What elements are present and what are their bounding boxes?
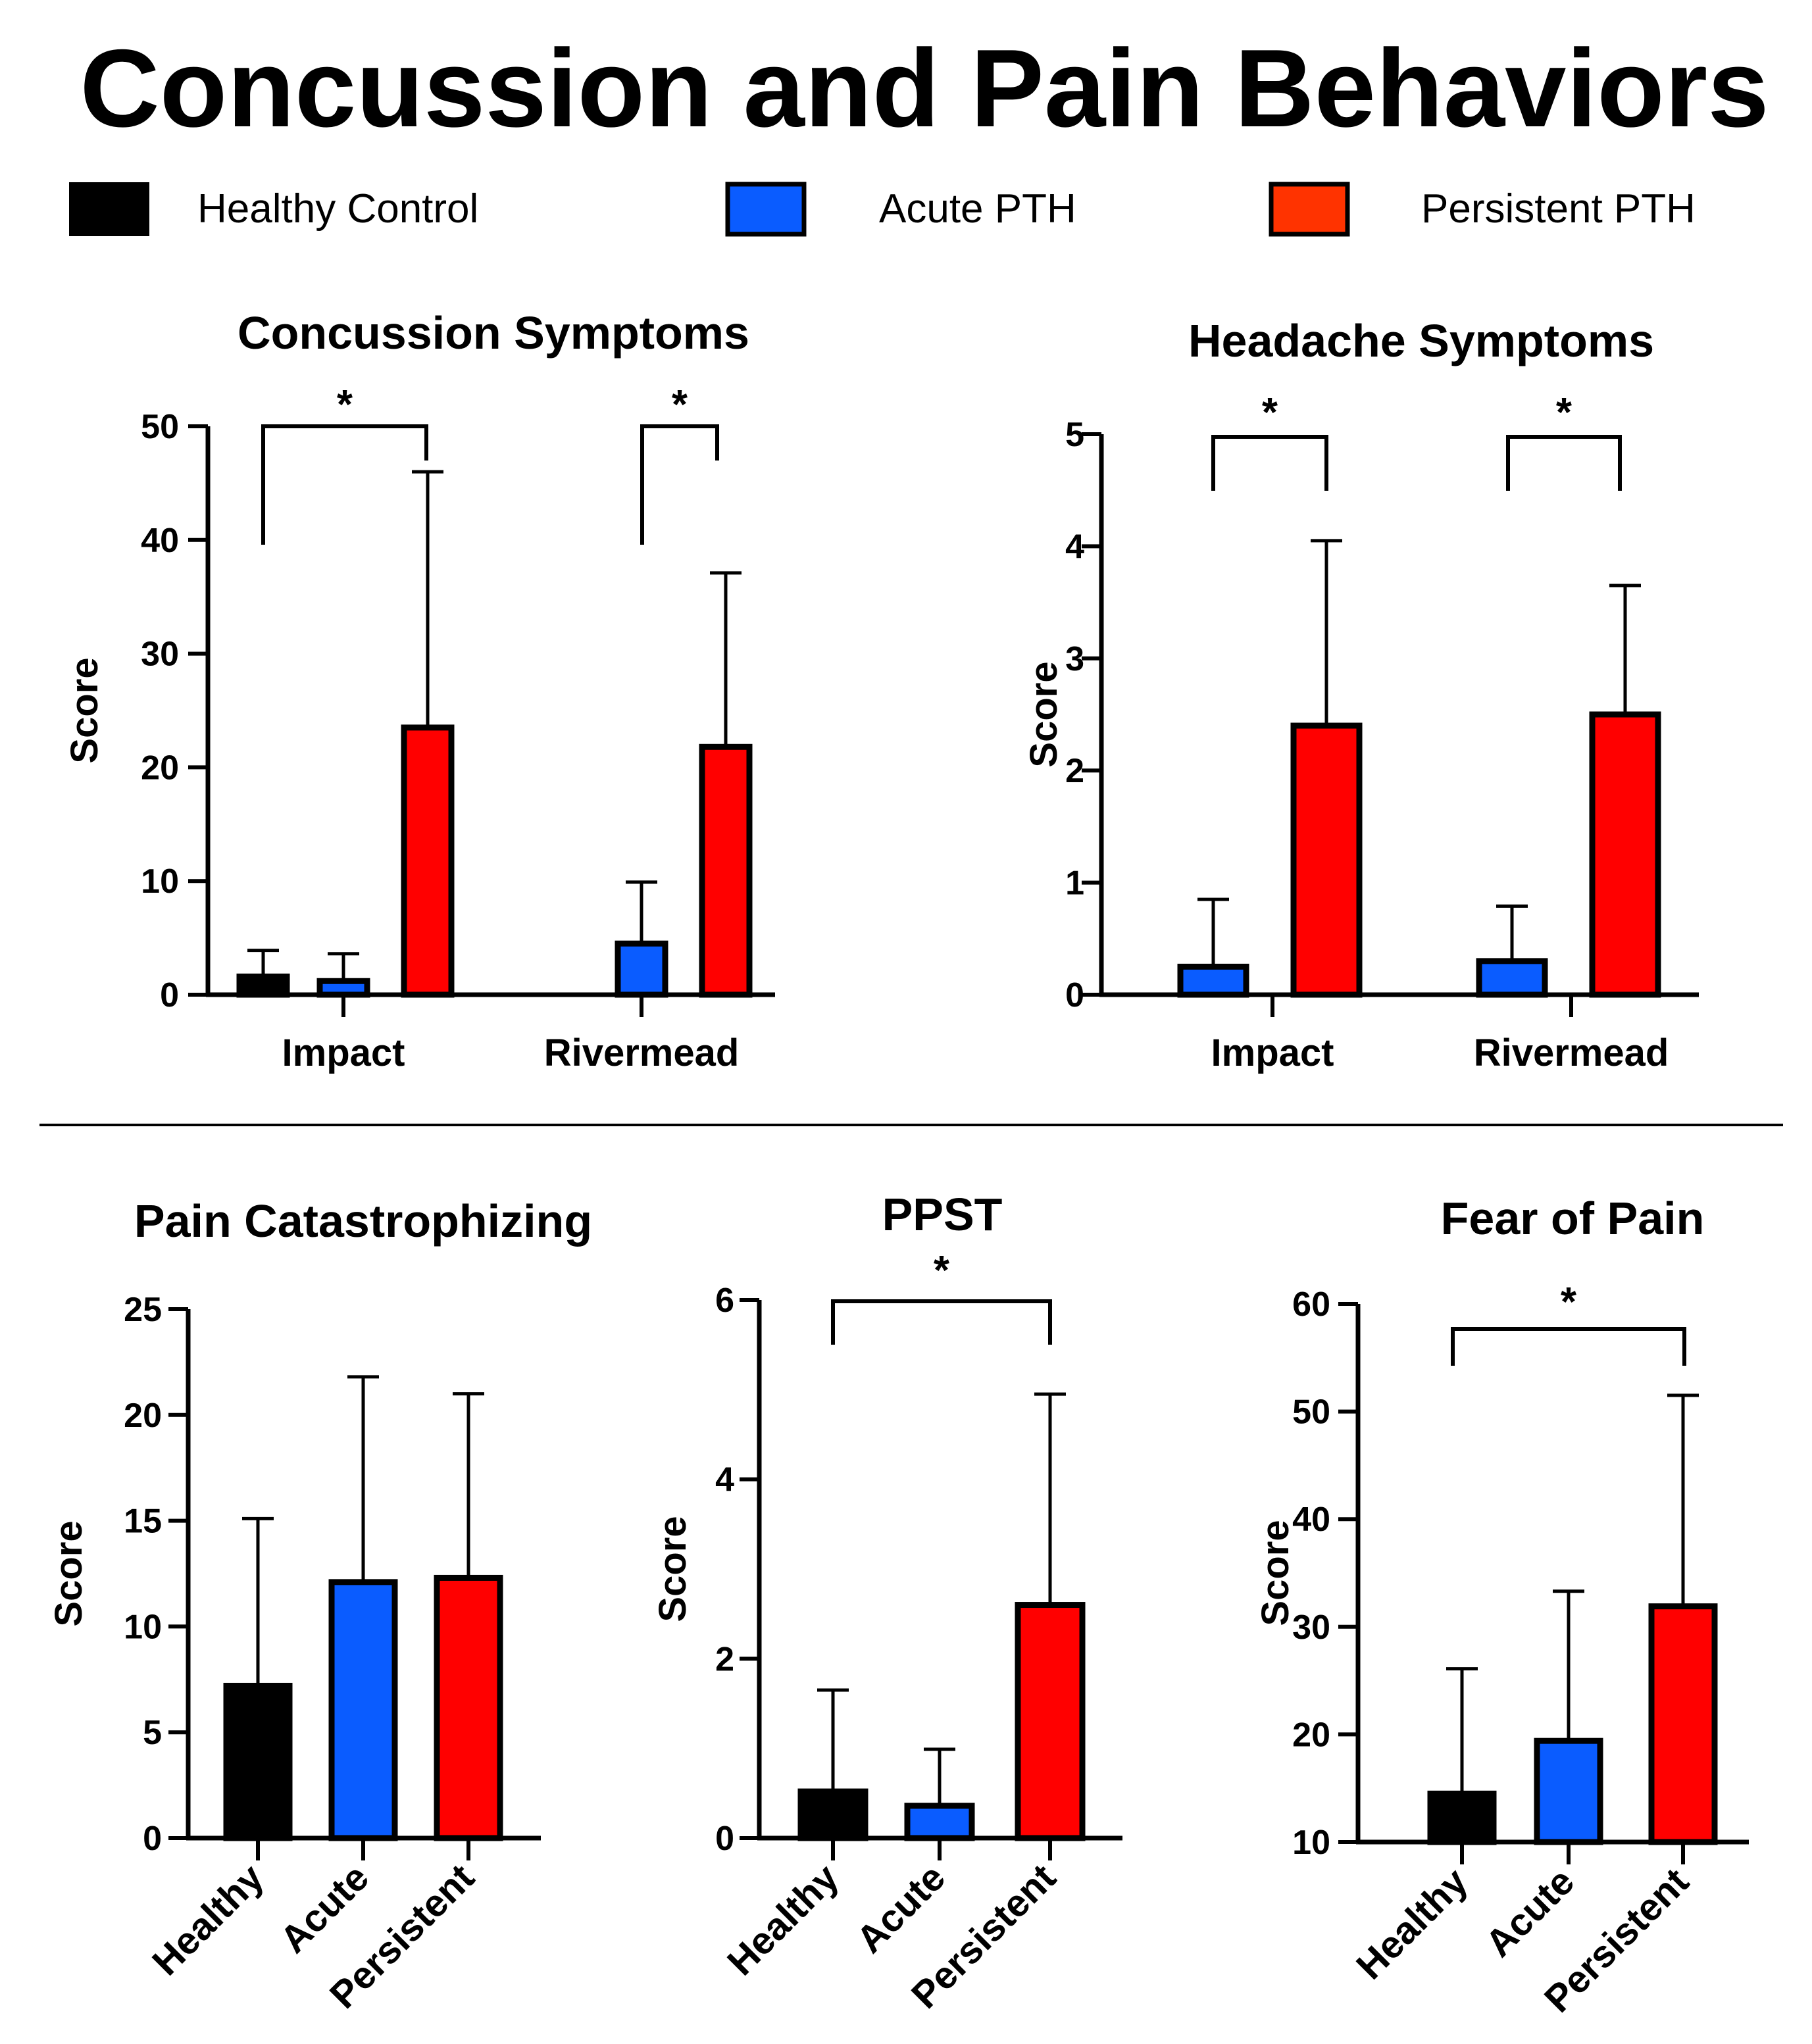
chart-headache: Headache Symptoms Score 0 1 2 3 4 5 Impact Riverm… (1022, 315, 1699, 1074)
y-tick-label-concussion: 20 (141, 749, 179, 787)
y-axis-label-catastrophizing: Score (47, 1520, 90, 1626)
legend-item-healthy: Healthy Control (69, 182, 478, 236)
y-tick-label-catastrophizing: 10 (124, 1608, 162, 1646)
x-category-label-fear: Acute (1477, 1860, 1582, 1965)
bar-headache-persistent-0 (1290, 722, 1363, 998)
x-category-label-fear: Healthy (1348, 1860, 1476, 1987)
x-category-label-ppst: Acute (848, 1856, 953, 1961)
y-tick-label-fear: 30 (1292, 1608, 1330, 1647)
bar-concussion-persistent-1 (699, 743, 753, 998)
chart-title-concussion: Concussion Symptoms (238, 307, 749, 359)
x-category-label-catastrophizing: Acute (272, 1856, 377, 1961)
bar-concussion-acute-1 (615, 940, 668, 998)
significance-star-headache: * (1556, 390, 1573, 436)
y-tick-label-catastrophizing: 5 (143, 1714, 162, 1752)
significance-bracket-concussion (261, 424, 428, 545)
y-tick-label-ppst: 6 (715, 1282, 734, 1320)
bar-concussion-acute-0 (316, 978, 370, 998)
significance-bracket-headache (1506, 435, 1622, 491)
y-tick-label-fear: 50 (1292, 1393, 1330, 1432)
chart-concussion: Concussion Symptoms Score 0 10 20 30 40 50 Impac… (63, 307, 775, 1074)
bar-fear-healthy (1427, 1790, 1497, 1845)
y-tick-label-concussion: 50 (141, 408, 179, 446)
x-category-label-concussion: Impact (282, 1032, 405, 1074)
y-tick-label-catastrophizing: 20 (124, 1397, 162, 1435)
bar-headache-persistent-1 (1589, 711, 1661, 998)
legend-label-acute: Acute PTH (879, 186, 1076, 232)
bar-concussion-healthy-0 (236, 973, 290, 998)
significance-bracket-headache (1211, 435, 1328, 491)
y-tick-label-concussion: 40 (141, 522, 179, 560)
significance-bracket-concussion (640, 424, 719, 545)
legend-swatch-acute (725, 182, 807, 237)
y-tick-label-headache: 2 (1065, 752, 1084, 790)
y-tick-label-fear: 60 (1292, 1285, 1330, 1324)
y-tick-label-fear: 40 (1292, 1501, 1330, 1539)
y-tick-label-catastrophizing: 0 (143, 1820, 162, 1858)
y-tick-label-headache: 3 (1065, 640, 1084, 678)
x-category-label-ppst: Healthy (719, 1856, 847, 1983)
y-tick-label-headache: 5 (1065, 416, 1084, 454)
y-tick-label-headache: 4 (1065, 528, 1084, 566)
figure-title: Concussion and Pain Behaviors (80, 26, 1769, 150)
bar-ppst-acute (904, 1803, 975, 1841)
y-tick-label-fear: 20 (1292, 1716, 1330, 1754)
charts-layer: Concussion SymptomsScore01020304050Impac… (47, 307, 1749, 2021)
legend-swatch-persistent (1269, 182, 1350, 237)
significance-bracket-fear (1451, 1327, 1686, 1366)
y-tick-label-ppst: 2 (715, 1640, 734, 1678)
legend-label-persistent: Persistent PTH (1421, 186, 1696, 232)
y-tick-label-fear: 10 (1292, 1824, 1330, 1862)
y-tick-label-headache: 0 (1065, 976, 1084, 1014)
y-axis-label-ppst: Score (651, 1516, 694, 1622)
y-tick-label-catastrophizing: 25 (124, 1291, 162, 1329)
significance-star-concussion: * (337, 382, 353, 428)
y-tick-label-concussion: 10 (141, 862, 179, 901)
legend-item-acute: Acute PTH (725, 182, 1076, 237)
legend-label-healthy: Healthy Control (197, 186, 478, 232)
y-axis-label-concussion: Score (63, 657, 106, 763)
x-category-label-concussion: Rivermead (544, 1032, 740, 1074)
bar-catastrophizing-persistent (434, 1574, 503, 1841)
significance-star-concussion: * (672, 382, 688, 428)
y-axis-label-fear: Score (1254, 1520, 1297, 1626)
significance-star-fear: * (1561, 1280, 1577, 1325)
bar-fear-persistent (1648, 1603, 1718, 1845)
y-tick-label-concussion: 0 (160, 976, 179, 1014)
significance-star-ppst: * (934, 1248, 950, 1293)
bar-headache-acute-1 (1476, 958, 1548, 998)
y-axis-label-headache: Score (1022, 661, 1065, 767)
x-category-label-headache: Rivermead (1474, 1032, 1669, 1074)
chart-title-headache: Headache Symptoms (1188, 315, 1654, 366)
x-category-label-catastrophizing: Healthy (144, 1856, 272, 1983)
y-tick-label-ppst: 0 (715, 1820, 734, 1858)
chart-catastrophizing: Pain Catastrophizing Score 0 5 10 15 20 25 Healt… (47, 1195, 592, 2017)
chart-fear: Fear of Pain Score 10 20 30 40 50 60 Healthy Acut… (1254, 1193, 1749, 2021)
chart-title-fear: Fear of Pain (1441, 1193, 1705, 1244)
y-tick-label-catastrophizing: 15 (124, 1503, 162, 1541)
legend: Healthy Control Acute PTH Persistent PTH (69, 182, 1696, 237)
bar-headache-acute-0 (1177, 963, 1249, 998)
significance-bracket-ppst (831, 1299, 1052, 1345)
chart-title-ppst: PPST (882, 1189, 1003, 1240)
legend-item-persistent: Persistent PTH (1269, 182, 1696, 237)
y-tick-label-headache: 1 (1065, 864, 1084, 903)
legend-swatch-healthy (69, 182, 149, 236)
significance-star-headache: * (1262, 390, 1278, 436)
y-tick-label-ppst: 4 (715, 1461, 734, 1499)
bar-ppst-persistent (1015, 1602, 1086, 1841)
bar-concussion-persistent-0 (401, 724, 455, 998)
bar-ppst-healthy (797, 1788, 868, 1841)
y-tick-label-concussion: 30 (141, 636, 179, 674)
bar-catastrophizing-acute (328, 1579, 398, 1841)
chart-title-catastrophizing: Pain Catastrophizing (134, 1195, 592, 1247)
bar-catastrophizing-healthy (223, 1682, 293, 1841)
bar-fear-acute (1534, 1737, 1603, 1845)
x-category-label-headache: Impact (1211, 1032, 1334, 1074)
